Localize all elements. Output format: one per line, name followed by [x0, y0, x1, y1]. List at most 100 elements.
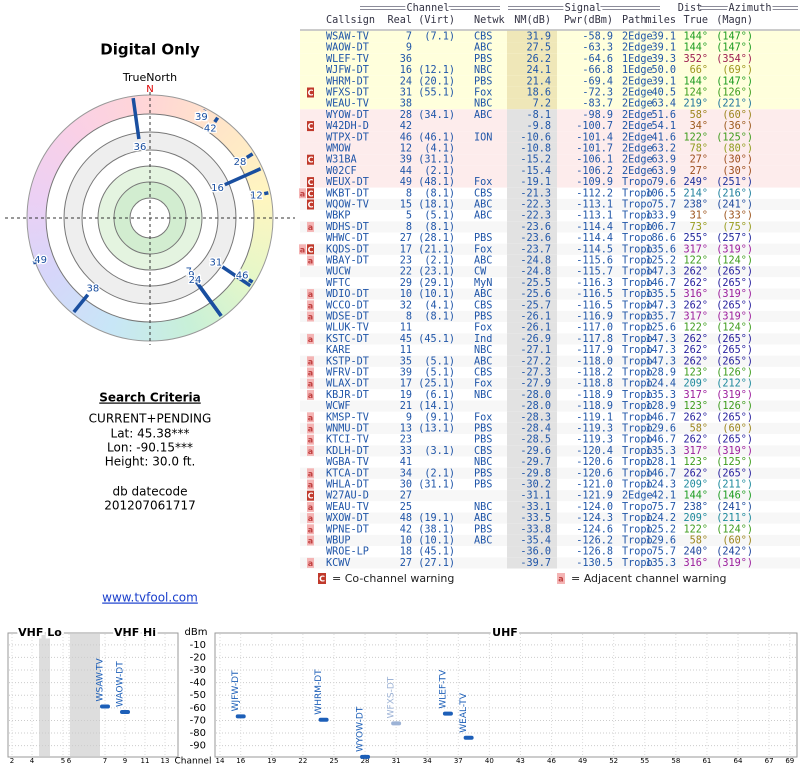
cell-nm: -29.7: [520, 457, 551, 468]
cell-ch: 12: [400, 144, 412, 155]
cell-path: Tropo: [622, 256, 653, 267]
cell-nm: -26.1: [520, 323, 551, 334]
cell-net: NBC: [474, 390, 492, 401]
cell-pwr: -114.4: [576, 222, 613, 233]
cell-dist: 39.1: [651, 43, 676, 54]
cell-dist: 135.7: [645, 312, 676, 323]
cell-pwr: -101.4: [576, 132, 613, 143]
cell-cs: WAOW-DT: [326, 43, 369, 54]
cell-mag: (80°): [722, 144, 753, 155]
cell-nm: 26.2: [526, 54, 551, 65]
cell-dist: 75.7: [651, 502, 676, 513]
y-tick-label: -90: [190, 741, 206, 752]
station-name: WYOW-DT: [356, 706, 366, 752]
cell-ch: 15: [400, 200, 412, 211]
warning-icon: [307, 188, 314, 199]
cell-mag: (241°): [716, 502, 753, 513]
cell-pwr: -119.3: [576, 424, 613, 435]
warning-icon: [307, 311, 314, 322]
nm-cell-bg: [507, 501, 557, 513]
column-header: Pwr(dBm): [564, 15, 613, 26]
cell-ch: 5: [406, 211, 412, 222]
warning-icon: [307, 378, 314, 389]
station-spoke: [247, 278, 254, 284]
cell-pwr: -116.9: [576, 312, 613, 323]
cell-mag: (60°): [722, 536, 753, 547]
signal-bar: [235, 714, 246, 719]
cell-az: 123°: [683, 368, 708, 379]
x-tick-label: 7: [103, 757, 107, 765]
warning-icon: [307, 121, 314, 132]
cell-ch: 30: [400, 480, 412, 491]
nm-cell-bg: [507, 198, 557, 211]
cell-cs: WSAW-TV: [326, 32, 369, 43]
cell-pwr: -118.0: [576, 356, 613, 367]
nm-cell-bg: [507, 154, 557, 166]
cell-mag: (147°): [716, 76, 753, 87]
polar-title: Digital Only: [100, 41, 200, 59]
cell-dist: 128.9: [645, 401, 676, 412]
cell-mag: (319°): [716, 244, 753, 255]
cell-mag: (354°): [716, 54, 753, 65]
cell-az: 262°: [683, 267, 708, 278]
station-name: WAOW-DT: [116, 661, 126, 707]
cell-dist: 128.1: [645, 457, 676, 468]
cell-cs: W27AU-D: [326, 491, 369, 502]
station-label: 39: [195, 112, 208, 123]
warning-letter: C: [308, 122, 314, 131]
cell-dist: 133.9: [645, 211, 676, 222]
cell-az: 66°: [690, 65, 708, 76]
cell-path: 2Edge: [622, 121, 653, 132]
nm-cell-bg: [507, 98, 557, 110]
cell-mag: (265°): [716, 435, 753, 446]
cell-net: NBC: [474, 345, 492, 356]
cell-dist: 128.9: [645, 368, 676, 379]
cell-pwr: -63.3: [582, 43, 613, 54]
cell-path: 2Edge: [622, 166, 653, 177]
cell-cs: WPNE-DT: [326, 524, 369, 535]
cell-mag: (251°): [716, 177, 753, 188]
column-header: miles: [645, 15, 676, 26]
station-spoke: [131, 97, 141, 140]
cell-mag: (30°): [722, 155, 753, 166]
cell-mag: (242°): [716, 547, 753, 558]
cell-mag: (265°): [716, 267, 753, 278]
band-gap: [39, 634, 50, 756]
site-link[interactable]: www.tvfool.com: [102, 591, 198, 605]
cell-nm: -24.8: [520, 267, 551, 278]
warning-letter: a: [308, 525, 313, 534]
cell-dist: 129.6: [645, 424, 676, 435]
cell-nm: -26.1: [520, 312, 551, 323]
warning-letter: a: [308, 447, 313, 456]
cell-az: 78°: [690, 144, 708, 155]
criteria-line: Lon: -90.15***: [107, 441, 193, 455]
warning-icon: [307, 490, 314, 501]
warning-letter: a: [300, 189, 305, 198]
cell-cs: WDHS-DT: [326, 222, 369, 233]
cell-cs: WTPX-DT: [326, 132, 369, 143]
cell-pwr: -126.2: [576, 536, 613, 547]
cell-nm: -29.6: [520, 446, 551, 457]
y-tick-label: -50: [190, 690, 206, 701]
warning-letter: a: [308, 537, 313, 546]
cell-ch: 23: [400, 435, 412, 446]
warning-icon: [307, 255, 314, 266]
cell-cs: WFXS-DT: [326, 88, 369, 99]
x-tick-label: 52: [609, 757, 618, 765]
cell-net: PBS: [474, 424, 492, 435]
cell-vc: (21.1): [418, 244, 455, 255]
cell-az: 317°: [683, 390, 708, 401]
cell-pwr: -116.3: [576, 278, 613, 289]
signal-bar: [442, 711, 453, 716]
cell-pwr: -64.6: [582, 54, 613, 65]
x-tick-label: 22: [298, 757, 307, 765]
column-header: NM(dB): [514, 15, 551, 26]
cell-cs: WNMU-DT: [326, 424, 369, 435]
cell-pwr: -98.9: [582, 110, 613, 121]
cell-ch: 44: [400, 166, 412, 177]
nm-cell-bg: [507, 187, 557, 199]
x-tick-label: 19: [267, 757, 276, 765]
cell-mag: (257°): [716, 233, 753, 244]
